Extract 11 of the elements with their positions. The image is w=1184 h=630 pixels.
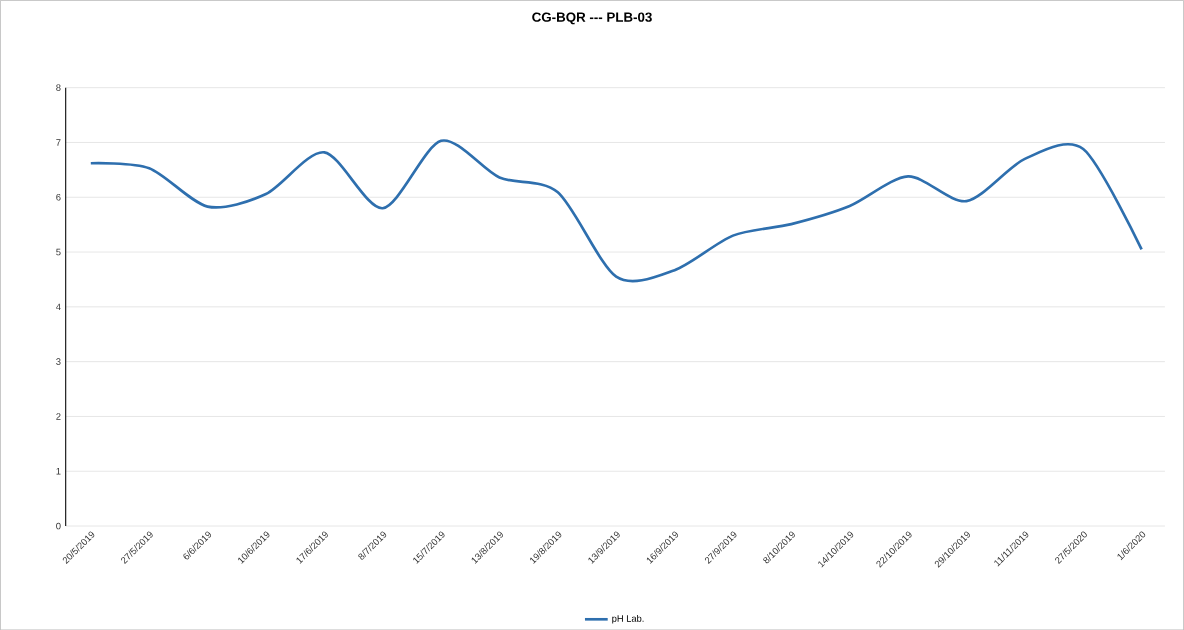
chart-title: CG-BQR --- PLB-03 [532, 12, 652, 25]
y-tick-label: 7 [56, 139, 61, 146]
y-tick-label: 3 [56, 358, 61, 365]
legend-label: pH Lab. [612, 614, 644, 624]
y-tick-label: 6 [56, 193, 61, 201]
y-tick-label: 0 [56, 522, 61, 530]
y-tick-label: 4 [56, 303, 61, 310]
y-tick-label: 8 [56, 84, 61, 91]
y-tick-label: 1 [56, 467, 61, 475]
y-tick-label: 2 [56, 413, 61, 420]
y-tick-label: 5 [56, 248, 61, 256]
